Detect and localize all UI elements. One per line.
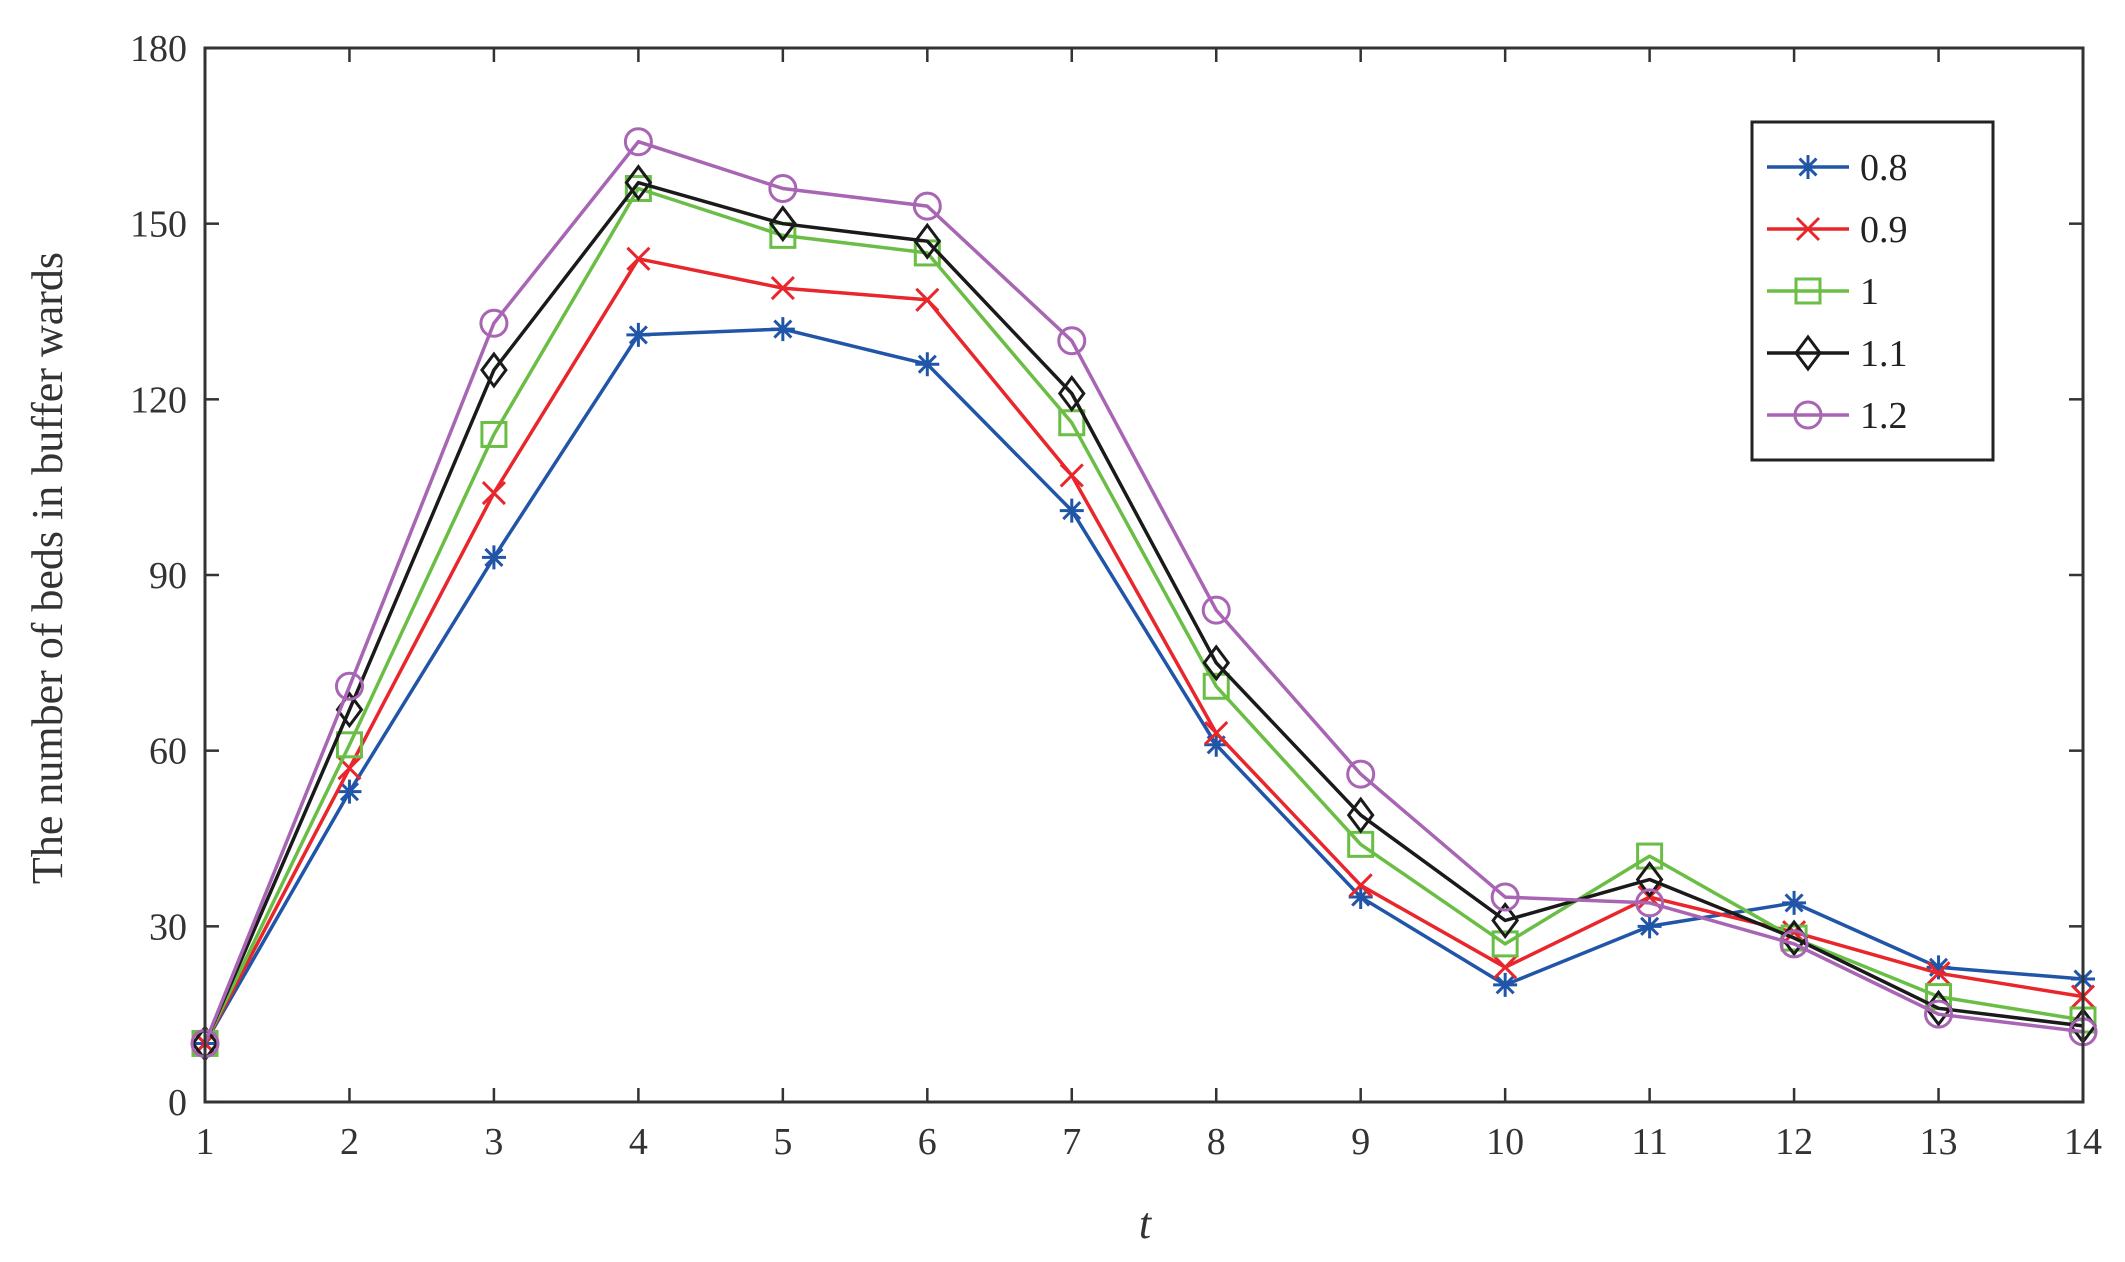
series-point [1491, 930, 1519, 958]
x-tick-label: 11 [1631, 1121, 1668, 1163]
series-point [1924, 999, 1954, 1029]
series-point [1636, 842, 1664, 870]
legend-marker [1795, 216, 1821, 242]
x-axis-title: t [1139, 1199, 1153, 1248]
legend-marker [1793, 400, 1823, 430]
series-point [1057, 326, 1087, 356]
y-tick-label: 0 [168, 1082, 187, 1124]
series-point [768, 205, 797, 243]
series-point [1348, 873, 1373, 898]
series-point [1348, 885, 1373, 910]
x-tick-label: 7 [1062, 1121, 1081, 1163]
series-point [1204, 732, 1229, 757]
series-point [334, 671, 364, 701]
series-point [1202, 644, 1231, 682]
y-axis-title: The number of beds in buffer wards [23, 252, 72, 884]
series-point [479, 308, 509, 338]
legend-label: 1 [1860, 271, 1879, 313]
series-point [1059, 498, 1084, 523]
series-point [1057, 374, 1086, 412]
y-tick-label: 90 [149, 555, 187, 597]
series-point [626, 322, 651, 347]
series-point [335, 731, 363, 759]
legend-entry: 0.8 [1767, 147, 1908, 189]
series-point [1637, 914, 1662, 939]
y-tick-label: 30 [149, 906, 187, 948]
series-point [915, 287, 940, 312]
legend-marker [1794, 334, 1822, 372]
y-tick-label: 60 [149, 731, 187, 773]
y-tick-label: 180 [130, 28, 187, 70]
x-tick-label: 14 [2064, 1121, 2102, 1163]
series-point [1926, 955, 1951, 980]
x-tick-label: 8 [1207, 1121, 1226, 1163]
x-tick-label: 12 [1775, 1121, 1813, 1163]
legend-label: 0.9 [1860, 209, 1908, 251]
x-tick-label: 3 [484, 1121, 503, 1163]
legend-label: 0.8 [1860, 147, 1908, 189]
series-point [1059, 463, 1084, 488]
series-point [768, 174, 798, 204]
series-point [770, 276, 795, 301]
legend-label: 1.2 [1860, 395, 1908, 437]
x-tick-label: 10 [1486, 1121, 1524, 1163]
series-point [337, 779, 362, 804]
series-point [481, 545, 506, 570]
series-point [1779, 929, 1809, 959]
series-point [1493, 955, 1518, 980]
legend-marker [1794, 277, 1822, 305]
legend-label: 1.1 [1860, 333, 1908, 375]
series-point [1635, 860, 1664, 898]
series-point [480, 351, 508, 389]
series-point [1201, 595, 1231, 625]
series-line [203, 180, 2084, 1045]
series-point [481, 480, 506, 506]
x-tick-label: 4 [629, 1121, 648, 1163]
series-point [624, 164, 653, 202]
series-line [203, 139, 2084, 1045]
legend-entry: 1 [1767, 271, 1879, 313]
series-0.8 [193, 317, 2095, 1056]
x-tick-label: 6 [918, 1121, 937, 1163]
legend-entry: 1.2 [1767, 395, 1908, 437]
series-point [1490, 882, 1520, 912]
series-point [1493, 972, 1518, 997]
series-point [1346, 796, 1375, 834]
legend-entry: 1.1 [1767, 333, 1908, 375]
x-tick-label: 2 [340, 1121, 359, 1163]
y-tick-label: 120 [130, 379, 187, 421]
series-point [1346, 759, 1376, 789]
x-tick-label: 5 [773, 1121, 792, 1163]
series-point [1491, 901, 1520, 939]
legend: 0.8 0.9 1 1.1 1.2 [1750, 120, 1995, 462]
x-tick-label: 9 [1351, 1121, 1370, 1163]
series-point [915, 352, 940, 377]
legend-marker [1796, 155, 1820, 179]
x-tick-label: 1 [196, 1121, 215, 1163]
series-point [1204, 721, 1229, 746]
series-point [623, 127, 653, 157]
series-point [1635, 888, 1665, 918]
series-point [1926, 961, 1951, 986]
y-tick-label: 150 [130, 204, 187, 246]
series-point [1202, 672, 1230, 700]
series-layer [190, 127, 2098, 1062]
series-point [480, 420, 508, 448]
series-point [912, 191, 942, 221]
x-tick-label: 13 [1920, 1121, 1958, 1163]
legend-entry: 0.9 [1767, 209, 1908, 251]
series-line [203, 327, 2084, 1045]
series-point [1782, 890, 1807, 915]
series-point [626, 246, 651, 271]
series-point [913, 222, 942, 260]
series-line [203, 186, 2084, 1045]
series-point [770, 317, 795, 342]
